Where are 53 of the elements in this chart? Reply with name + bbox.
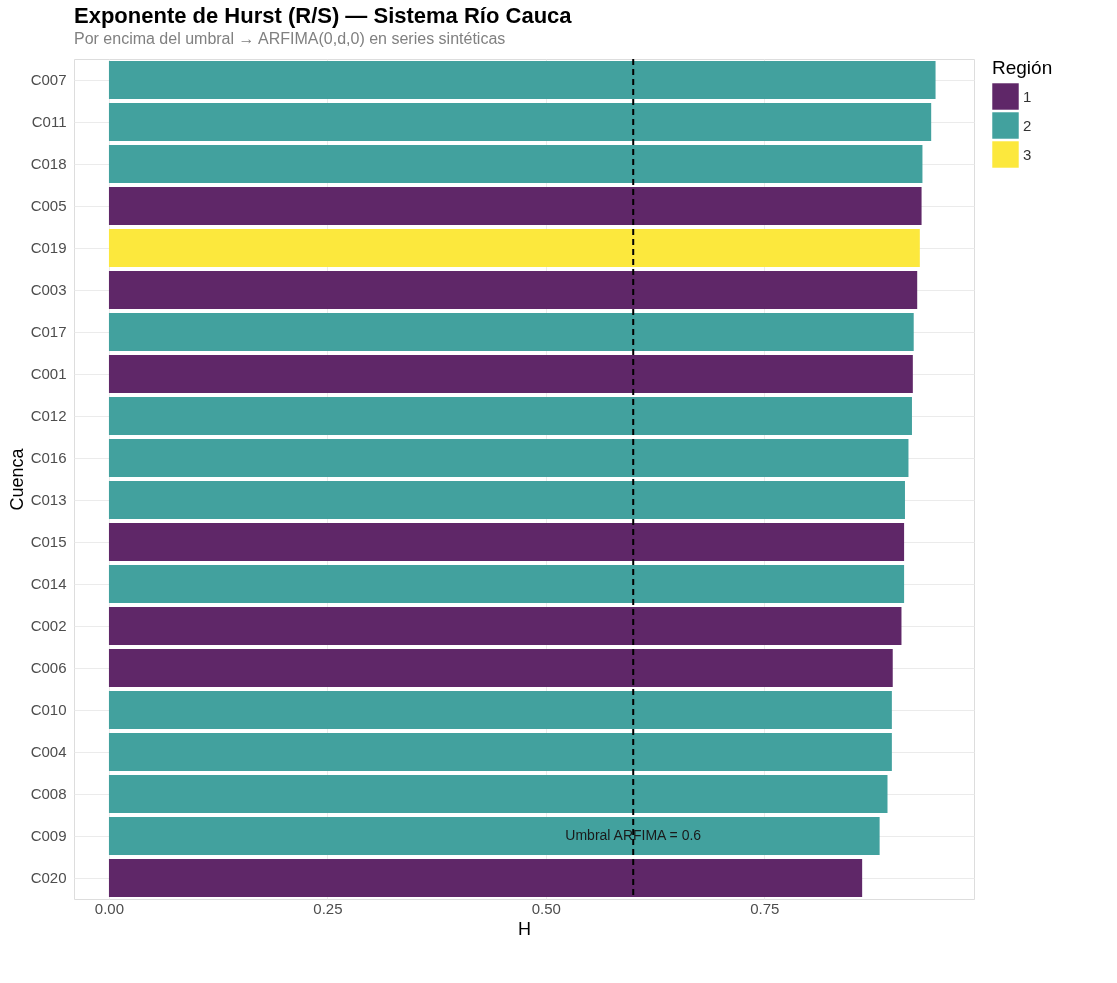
- x-tick-label: 0.75: [750, 899, 780, 917]
- y-tick-label: C002: [30, 617, 67, 634]
- bar: [108, 733, 892, 771]
- y-tick-label: C016: [30, 449, 67, 466]
- legend-label: 2: [1023, 116, 1032, 134]
- bar: [108, 145, 923, 183]
- legend-title: Región: [992, 57, 1053, 78]
- bar: [108, 439, 909, 477]
- y-tick-label: C001: [30, 365, 67, 382]
- y-tick-label: C003: [30, 281, 67, 298]
- bar: [108, 355, 913, 393]
- y-tick-label: C020: [30, 869, 67, 886]
- bar: [108, 607, 902, 645]
- bar: [108, 565, 905, 603]
- bar: [108, 859, 863, 897]
- y-tick-label: C017: [30, 323, 67, 340]
- y-tick-label: C015: [30, 533, 67, 550]
- bar: [108, 229, 920, 267]
- y-tick-label: C010: [30, 701, 67, 718]
- x-axis-title: H: [518, 918, 531, 939]
- legend-label: 1: [1023, 87, 1032, 105]
- y-tick-label: C006: [30, 659, 67, 676]
- bar: [108, 649, 893, 687]
- bar: [108, 187, 922, 225]
- bar: [108, 61, 936, 99]
- y-tick-label: C014: [30, 575, 67, 592]
- chart-subtitle: Por encima del umbral → ARFIMA(0,d,0) en series sintéticas: [74, 30, 506, 47]
- chart-title: Exponente de Hurst (R/S) — Sistema Río Cauca: [74, 3, 573, 28]
- x-tick-label: 0.50: [531, 899, 561, 917]
- bar: [108, 817, 880, 855]
- bar: [108, 271, 918, 309]
- bar: [108, 481, 905, 519]
- x-tick-label: 0.00: [94, 899, 125, 917]
- legend-label: 3: [1023, 145, 1032, 163]
- bar: [108, 523, 905, 561]
- y-tick-label: C009: [30, 827, 67, 844]
- bar: [108, 775, 888, 813]
- y-tick-label: C008: [30, 785, 67, 802]
- bar: [108, 397, 912, 435]
- bar: [108, 103, 932, 141]
- y-tick-label: C013: [30, 491, 67, 508]
- y-tick-label: C007: [30, 71, 67, 88]
- y-tick-label: C018: [30, 155, 67, 172]
- bar: [108, 313, 914, 351]
- y-tick-label: C005: [30, 197, 67, 214]
- y-tick-label: C012: [30, 407, 67, 424]
- y-axis-title: Cuenca: [6, 447, 27, 511]
- x-tick-label: 0.25: [313, 899, 343, 917]
- y-tick-label: C004: [30, 743, 67, 760]
- bar: [108, 691, 892, 729]
- y-tick-label: C019: [30, 239, 67, 256]
- y-tick-label: C011: [31, 113, 67, 130]
- annotation: Umbral ARFIMA = 0.6: [565, 827, 702, 843]
